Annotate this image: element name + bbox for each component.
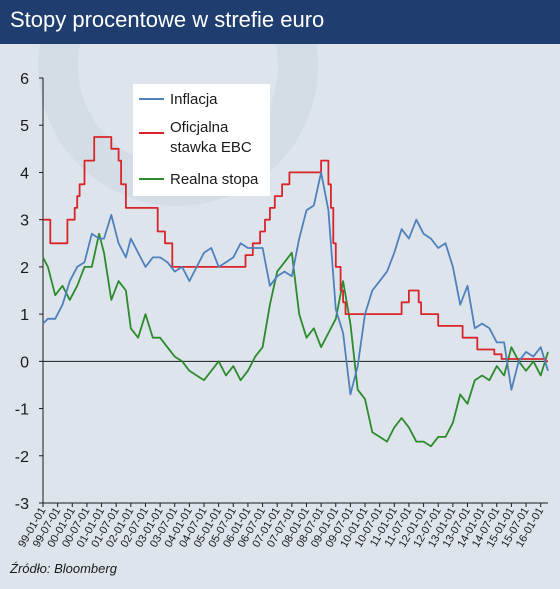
legend-label-realna-stopa: Realna stopa xyxy=(170,171,259,188)
series-layer xyxy=(42,136,549,448)
legend: Inflacja Oficjalna stawka EBC Realna stopa xyxy=(133,84,270,196)
legend-label-stawka-ebc: Oficjalna stawka EBC xyxy=(170,119,252,156)
y-tick-label: -1 xyxy=(15,402,29,419)
y-tick-label: 0 xyxy=(20,354,29,371)
series-line-stawka-ebc xyxy=(43,136,548,363)
y-tick-label: 2 xyxy=(20,260,29,277)
y-tick-label: 5 xyxy=(20,118,29,135)
y-tick-label: 1 xyxy=(20,307,29,324)
chart-title: Stopy procentowe w strefie euro xyxy=(10,7,325,32)
legend-label-inflacja: Inflacja xyxy=(170,91,218,108)
series-line-realna-stopa xyxy=(42,232,549,448)
source-note: Źródło: Bloomberg xyxy=(10,561,117,576)
line-chart: 6543210-1-2-399-01-0199-07-0100-01-0100-… xyxy=(15,44,549,550)
y-tick-label: -2 xyxy=(15,449,29,466)
legend-label-stawka-ebc-line2: stawka EBC xyxy=(170,139,252,156)
y-tick-label: -3 xyxy=(15,496,29,513)
y-tick-label: 6 xyxy=(20,71,29,88)
legend-box xyxy=(133,84,270,196)
legend-label-stawka-ebc-line1: Oficjalna xyxy=(170,119,229,136)
series-line-inflacja xyxy=(42,171,549,396)
title-bar: Stopy procentowe w strefie euro xyxy=(0,0,560,44)
y-tick-label: 4 xyxy=(20,165,29,182)
y-tick-label: 3 xyxy=(20,213,29,230)
